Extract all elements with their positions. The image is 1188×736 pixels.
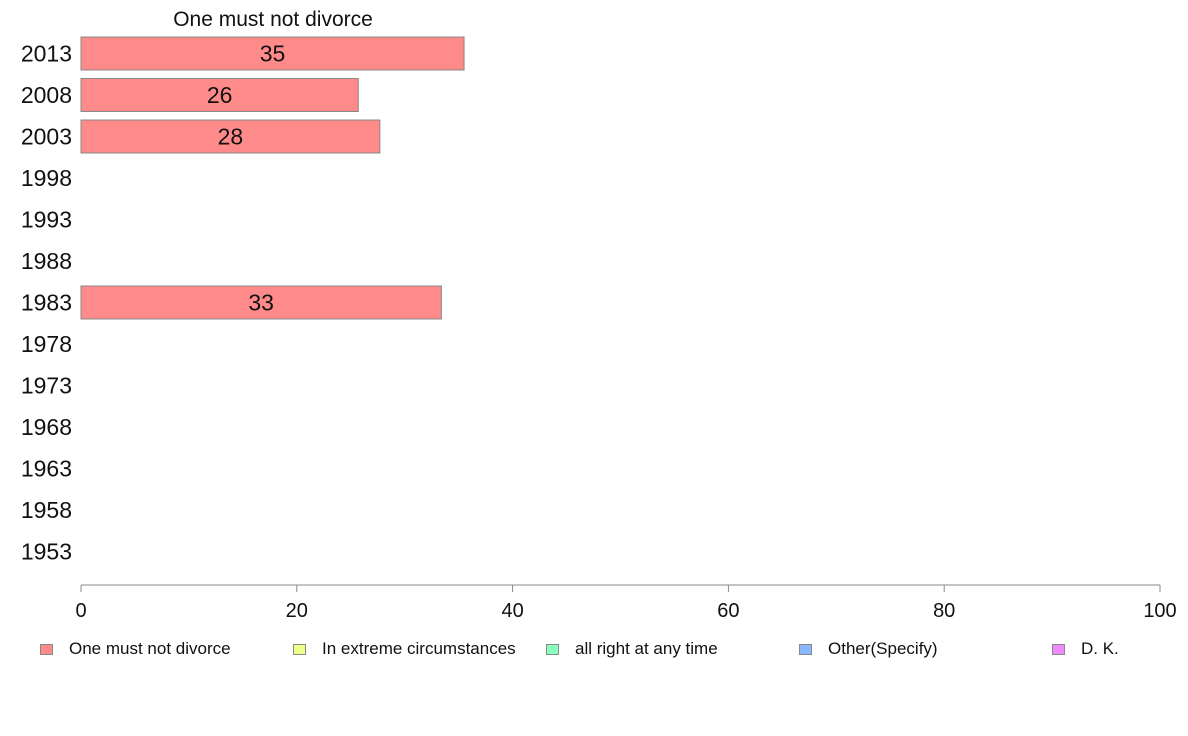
legend-swatch [546,643,559,655]
legend-swatch [799,643,812,655]
chart-title: One must not divorce [173,8,373,31]
legend-item: One must not divorce [40,638,231,660]
y-tick-label: 1998 [21,165,72,191]
y-tick-label: 1973 [21,373,72,399]
x-tick-label: 100 [1143,600,1176,622]
legend-label: all right at any time [575,639,718,658]
x-tick-label: 40 [501,600,523,622]
y-tick-label: 2003 [21,124,72,150]
y-tick-label: 1963 [21,456,72,482]
legend-swatch [1052,643,1065,655]
bar-value-label: 35 [260,41,286,67]
legend-item: D. K. [1052,638,1119,660]
y-tick-label: 2013 [21,41,72,67]
bar-2008 [80,78,359,112]
legend-label: In extreme circumstances [322,639,516,658]
x-tick-label: 80 [933,600,955,622]
y-tick-label: 1953 [21,539,72,565]
x-tick-label: 60 [717,600,739,622]
y-tick-label: 1978 [21,331,72,357]
y-tick-label: 1983 [21,290,72,316]
bar-value-label: 28 [218,124,244,150]
bar-value-label: 26 [207,82,233,108]
bar-value-label: 33 [248,290,274,316]
legend-swatch [293,643,306,655]
legend-item: Other(Specify) [799,638,938,660]
x-tick-label: 0 [75,600,86,622]
y-tick-label: 2008 [21,82,72,108]
y-tick-label: 1958 [21,497,72,523]
bar-2003 [80,119,381,154]
y-tick-label: 1993 [21,207,72,233]
x-axis: 0 20 40 60 80 100 [75,584,1177,622]
y-tick-label: 1988 [21,248,72,274]
legend-label: Other(Specify) [828,639,938,658]
legend-label: D. K. [1081,639,1119,658]
legend-swatch [40,643,53,655]
bar-2013 [80,36,465,71]
legend: One must not divorce In extreme circumsta… [0,638,1188,660]
x-tick-label: 20 [286,600,308,622]
y-tick-labels: 2013 2008 2003 1998 1993 1988 1983 1978 1973 1968… [21,41,72,565]
bars-group: 35 26 28 33 [80,36,465,320]
bar-1983 [80,285,442,320]
y-tick-label: 1968 [21,414,72,440]
legend-item: In extreme circumstances [293,638,516,660]
legend-label: One must not divorce [69,639,231,658]
legend-item: all right at any time [546,638,718,660]
